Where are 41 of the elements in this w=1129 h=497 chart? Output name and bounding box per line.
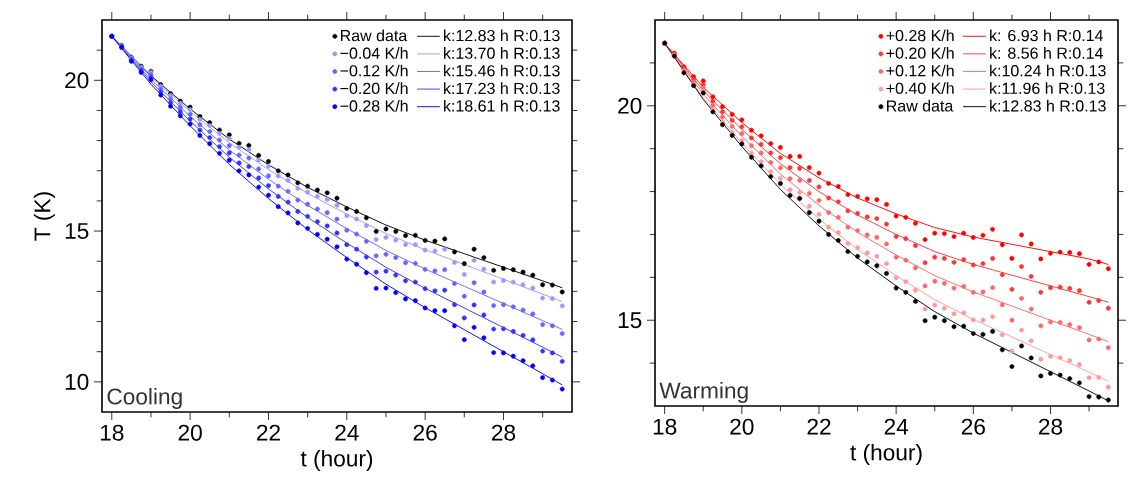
- legend-label: k:11.96 h R:0.13: [990, 82, 1105, 94]
- legend-label: k:10.24 h R:0.13: [990, 64, 1106, 77]
- legend-label: −0.20 K/h: [340, 82, 408, 95]
- y-tick-label: 20: [65, 72, 89, 89]
- legend-label: Raw data: [340, 29, 408, 42]
- x-tick-label: 24: [335, 424, 359, 441]
- x-tick-label: 28: [492, 424, 516, 441]
- x-tick-label: 26: [961, 418, 985, 435]
- legend-label: −0.04 K/h: [340, 47, 408, 59]
- annotation: Cooling: [107, 387, 182, 410]
- x-tick-label: 22: [807, 418, 831, 435]
- legend-label: k:18.61 h R:0.13: [444, 99, 560, 112]
- legend-label: +0.28 K/h: [886, 29, 954, 42]
- y-tick-label: 15: [65, 223, 89, 239]
- x-axis-title: t (hour): [850, 443, 922, 466]
- y-axis-title: T (K): [33, 192, 55, 241]
- legend-label: +0.12 K/h: [886, 64, 954, 77]
- annotation: Warming: [659, 381, 748, 404]
- x-tick-label: 28: [1039, 418, 1063, 435]
- legend-label: +0.20 K/h: [886, 47, 954, 59]
- legend-label: k:13.70 h R:0.13: [444, 47, 560, 59]
- x-axis-title: t (hour): [300, 449, 373, 472]
- x-tick-label: 20: [730, 418, 754, 435]
- legend-label: k: 6.93 h R:0.14: [990, 29, 1103, 42]
- x-tick-label: 18: [653, 418, 677, 435]
- legend-label: k:15.46 h R:0.13: [444, 64, 560, 77]
- legend-label: k:12.83 h R:0.13: [990, 99, 1106, 112]
- legend-label: −0.28 K/h: [340, 99, 408, 112]
- x-tick-label: 22: [257, 424, 280, 441]
- x-tick-label: 18: [100, 424, 124, 441]
- legend-label: k:12.83 h R:0.13: [444, 29, 560, 42]
- y-tick-label: 10: [65, 373, 89, 390]
- x-tick-label: 26: [413, 424, 437, 441]
- x-tick-label: 20: [178, 424, 202, 441]
- legend-label: Raw data: [887, 99, 954, 112]
- legend-label: +0.40 K/h: [886, 82, 954, 94]
- legend-label: k: 8.56 h R:0.14: [990, 47, 1103, 59]
- legend-label: −0.12 K/h: [340, 64, 408, 77]
- y-tick-label: 15: [618, 312, 642, 329]
- legend-label: k:17.23 h R:0.13: [444, 82, 560, 95]
- x-tick-label: 24: [884, 418, 909, 435]
